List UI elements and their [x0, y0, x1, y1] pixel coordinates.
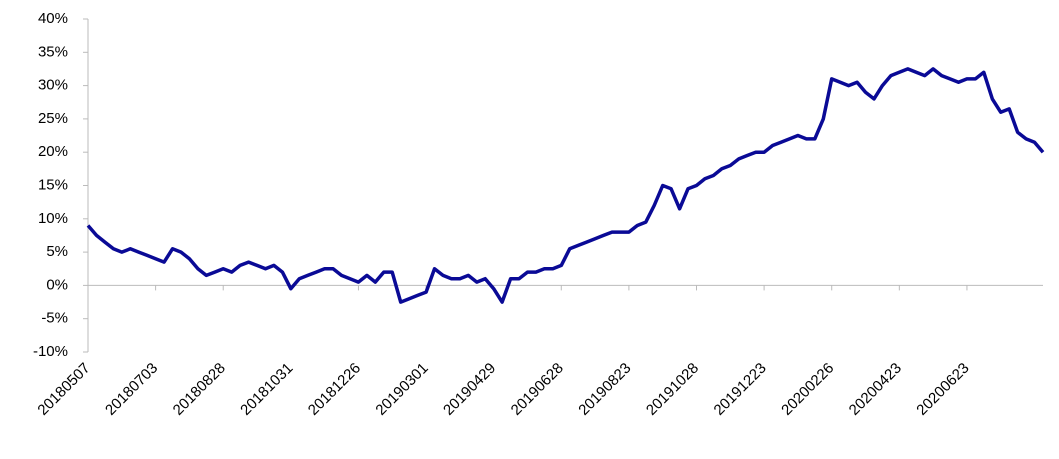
y-tick-label: 5% — [46, 243, 68, 260]
x-tick-label: 20200423 — [846, 360, 905, 419]
x-tick-label: 20190628 — [508, 360, 567, 419]
x-tick-label: 20190823 — [575, 360, 634, 419]
x-tick-label: 20200226 — [778, 360, 837, 419]
y-tick-label: 25% — [38, 110, 68, 127]
y-tick-label: 0% — [46, 276, 68, 293]
x-tick-label: 20191028 — [643, 360, 702, 419]
y-tick-label: 40% — [38, 10, 68, 27]
x-tick-label: 20180703 — [102, 360, 161, 419]
x-tick-label: 20191223 — [711, 360, 770, 419]
y-tick-label: 30% — [38, 77, 68, 94]
y-tick-label: 15% — [38, 176, 68, 193]
y-tick-label: 20% — [38, 143, 68, 160]
line-series — [86, 67, 1045, 304]
y-tick-label: -10% — [33, 343, 68, 360]
x-tick-label: 20181226 — [305, 360, 364, 419]
x-tick-label: 20200623 — [913, 360, 972, 419]
y-tick-label: 35% — [38, 43, 68, 60]
x-tick-label: 20181031 — [237, 360, 296, 419]
x-tick-label: 20180507 — [34, 360, 93, 419]
x-tick-label: 20190429 — [440, 360, 499, 419]
x-tick-label: 20190301 — [372, 360, 431, 419]
x-tick-label: 20180828 — [170, 360, 229, 419]
y-tick-label: 10% — [38, 210, 68, 227]
y-tick-label: -5% — [41, 310, 68, 327]
